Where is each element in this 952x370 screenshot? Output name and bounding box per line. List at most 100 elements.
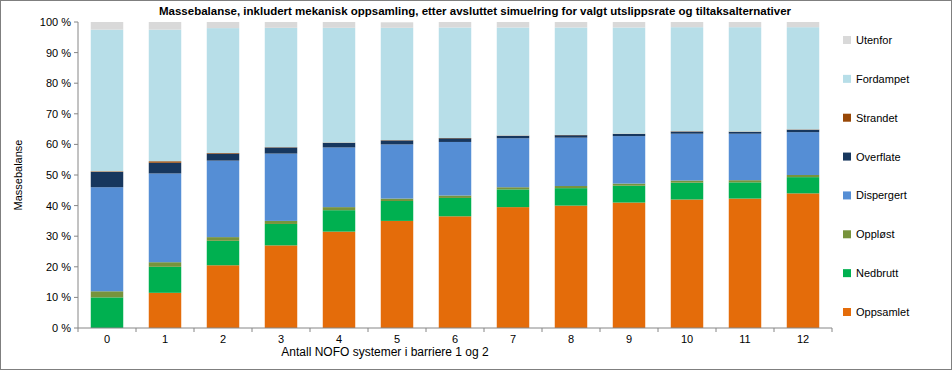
bar-segment [729,180,761,182]
bar-segment [729,199,761,328]
y-tick [74,236,78,237]
x-axis [78,328,832,329]
x-tick [832,328,833,332]
bar-segment [729,132,761,134]
bar-segment [497,28,529,136]
x-tick [136,328,137,332]
x-tick-label: 8 [568,333,574,345]
frame [1,1,952,370]
bar-segment [265,147,297,153]
x-tick [426,328,427,332]
y-tick-label: 50 % [46,169,71,181]
bar-segment [149,293,181,328]
x-tick-label: 4 [336,333,342,345]
bar-segment [323,143,355,148]
title: Massebalanse, inkludert mekanisk oppsaml… [159,5,792,17]
bar-segment [149,161,181,163]
bar-segment [787,193,819,328]
bar-segment [555,28,587,135]
y-tick-label: 60 % [46,138,71,150]
legend-swatch [843,75,851,83]
bar-segment [207,161,239,238]
bar-segment [381,199,413,201]
x-tick [368,328,369,332]
y-tick [74,175,78,176]
legend-swatch [843,153,851,161]
bar-segment [265,28,297,147]
bar-segment [149,22,181,30]
chart: Massebalanse, inkludert mekanisk oppsaml… [0,0,952,370]
legend-label: Nedbrutt [856,267,898,279]
bar-segment [671,27,703,131]
y-axis-label: Massebalanse [12,140,24,211]
bar-segment [207,28,239,153]
x-tick [310,328,311,332]
bar-segment [787,175,819,177]
bar-segment [671,181,703,183]
y-tick [74,52,78,53]
bar-segment [439,196,471,198]
bar-segment [787,130,819,132]
bar-segment [613,134,645,136]
bar-segment [671,199,703,328]
bar-segment [149,267,181,293]
x-tick [194,328,195,332]
bar-segment [613,136,645,183]
legend-swatch [843,36,851,44]
x-tick [716,328,717,332]
x-tick-label: 0 [104,333,110,345]
bar-segment [613,184,645,186]
x-tick-label: 9 [626,333,632,345]
legend-swatch [843,230,851,238]
bar-segment [555,22,587,28]
bar-segment [555,135,587,137]
bar-segment [439,142,471,196]
bar-segment [555,188,587,205]
x-tick [542,328,543,332]
bar-segment [91,172,123,187]
bar-segment [381,144,413,198]
y-tick-label: 40 % [46,200,71,212]
y-tick [74,266,78,267]
bar-segment [149,163,181,174]
x-tick-label: 2 [220,333,226,345]
bar-segment [381,28,413,140]
bar-segment [381,201,413,221]
bar-segment [787,177,819,193]
y-tick-label: 20 % [46,261,71,273]
bar-segment [613,203,645,328]
legend: UtenforFordampetStrandetOverflateDisperg… [843,34,909,318]
bar-segment [207,241,239,265]
bar-segment [497,207,529,328]
bar-segment [439,216,471,328]
bar-segment [323,147,355,207]
x-tick-label: 12 [797,333,809,345]
bar-segment [265,221,297,224]
y-tick-label: 30 % [46,230,71,242]
y-tick-label: 80 % [46,77,71,89]
legend-label: Oppsamlet [856,306,909,318]
bar-segment [91,291,123,297]
bar-segment [497,138,529,187]
bar-segment [729,182,761,198]
bar-segment [323,28,355,143]
y-tick-label: 10 % [46,291,71,303]
legend-swatch [843,308,851,316]
bar-segment [787,22,819,27]
bar-segment [555,206,587,328]
y-tick [74,22,78,23]
bar-segment [91,22,123,30]
bar-segment [729,27,761,131]
bar-segment [323,207,355,210]
legend-label: Utenfor [856,34,892,46]
bar-segment [265,22,297,28]
bar-segment [207,22,239,28]
bar-segment [207,265,239,328]
bar-segment [613,28,645,134]
bar-segment [787,27,819,129]
y-tick [74,83,78,84]
legend-label: Overflate [856,151,901,163]
bar-segment [381,221,413,328]
x-tick [78,328,79,332]
bar-segment [265,245,297,328]
